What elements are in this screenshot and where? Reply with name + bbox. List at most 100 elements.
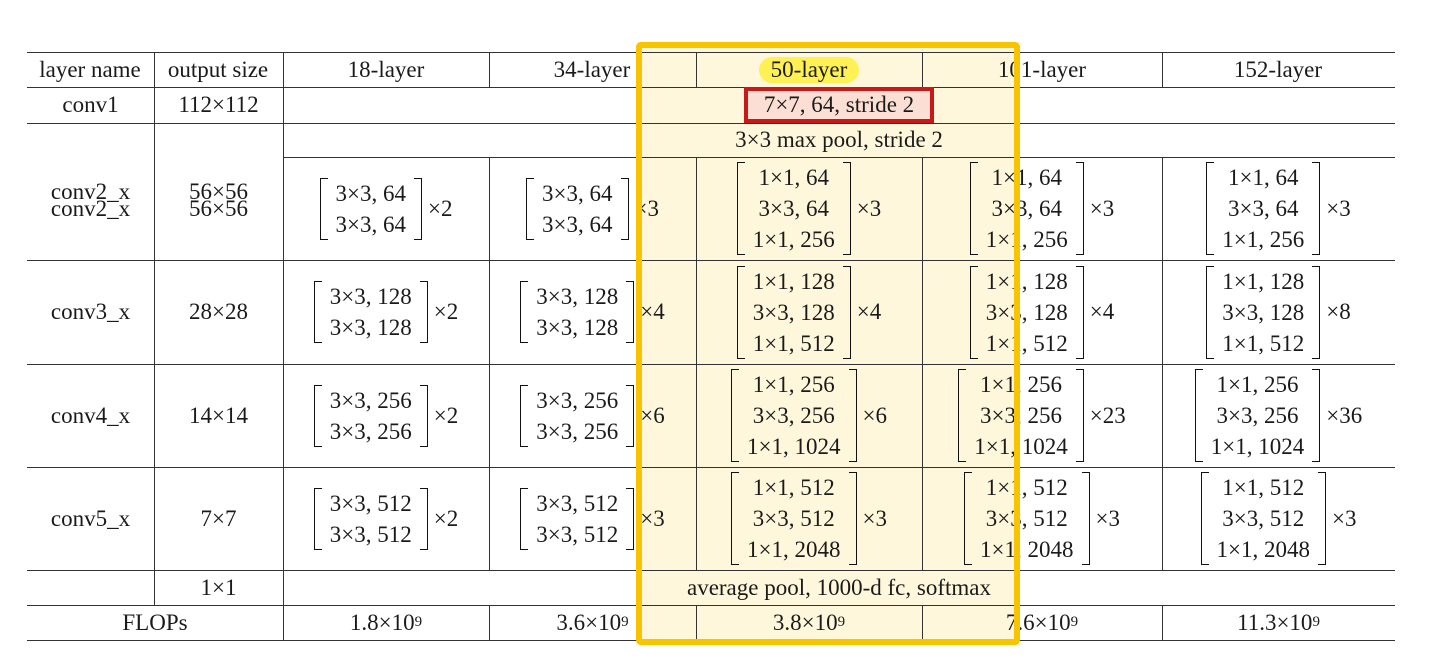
left-bracket: [969, 265, 978, 359]
block-repeat: ×3: [856, 195, 882, 221]
matrix-lines: 3×3, 64 3×3, 64: [328, 178, 414, 240]
bracket-matrix: 3×3, 64 3×3, 64 ×2: [319, 177, 452, 240]
right-bracket: [419, 384, 428, 447]
bracket-matrix: 3×3, 128 3×3, 128 ×2: [313, 281, 459, 343]
table-rule: [27, 123, 283, 124]
left-bracket: [1194, 369, 1203, 462]
table-column-rule: [922, 52, 923, 87]
spanning-row-text: 3×3 max pool, stride 2: [283, 123, 1395, 157]
bracket-matrix: 1×1, 256 3×3, 256 1×1, 1024 ×36: [1194, 369, 1363, 462]
column-header: 152-layer: [1168, 52, 1388, 87]
flops-label: FLOPs: [122, 609, 188, 635]
table-column-rule: [283, 52, 284, 640]
matrix-lines: 3×3, 512 3×3, 512: [528, 488, 626, 550]
row-output-size: 28×28: [189, 299, 248, 324]
matrix-line: 3×3, 128: [536, 284, 619, 309]
block-repeat: ×3: [1326, 195, 1351, 221]
block-repeat: ×3: [1332, 505, 1357, 531]
block-spec: 1×1, 64 3×3, 64 1×1, 256 ×3: [696, 157, 922, 260]
block-spec: 1×1, 128 3×3, 128 1×1, 512 ×4: [696, 260, 922, 364]
matrix-line: 1×1, 256: [1216, 372, 1299, 397]
left-bracket: [313, 281, 322, 343]
block-spec: 1×1, 256 3×3, 256 1×1, 1024 ×6: [696, 364, 922, 467]
left-bracket: [313, 384, 322, 447]
block-repeat: ×36: [1326, 402, 1363, 428]
left-bracket: [736, 265, 745, 359]
left-bracket: [958, 369, 967, 462]
matrix-line: 1×1, 128: [985, 268, 1068, 294]
matrix-line: 1×1, 2048: [747, 537, 841, 562]
matrix-line: 3×3, 256: [752, 403, 835, 428]
block-repeat: ×2: [433, 402, 459, 428]
matrix-lines: 1×1, 128 3×3, 128 1×1, 512: [745, 266, 843, 359]
matrix-line: 1×1, 2048: [980, 537, 1074, 562]
matrix-line: 1×1, 64: [991, 165, 1062, 190]
matrix-lines: 3×3, 256 3×3, 256: [528, 385, 626, 447]
bracket-matrix: 1×1, 512 3×3, 512 1×1, 2048 ×3: [964, 472, 1120, 565]
matrix-line: 1×1, 2048: [1216, 537, 1310, 562]
right-bracket: [1312, 162, 1321, 255]
spanning-row-label: average pool, 1000-d fc, softmax: [686, 574, 991, 600]
matrix-line: 3×3, 128: [985, 299, 1068, 325]
right-bracket: [1075, 265, 1084, 359]
bracket-matrix: 1×1, 128 3×3, 128 1×1, 512 ×8: [1206, 265, 1351, 359]
matrix-line: 1×1, 128: [752, 268, 835, 294]
header-highlight-marker: 50-layer: [758, 56, 860, 83]
left-bracket: [731, 472, 740, 565]
conv1-spec: 7×7, 64, stride 2: [283, 87, 1395, 123]
right-bracket: [848, 369, 857, 462]
matrix-line: 3×3, 64: [758, 196, 829, 221]
matrix-line: 3×3, 128: [752, 299, 835, 325]
table-rule: [27, 570, 1395, 571]
column-header: layer name: [0, 52, 200, 87]
right-bracket: [1081, 472, 1090, 565]
bracket-matrix: 1×1, 128 3×3, 128 1×1, 512 ×4: [736, 265, 881, 359]
matrix-line: 3×3, 128: [1222, 299, 1305, 325]
table-rule: [27, 467, 1395, 468]
matrix-lines: 3×3, 256 3×3, 256: [322, 385, 420, 447]
row-name: conv2_x: [50, 178, 131, 204]
left-bracket: [526, 177, 535, 240]
matrix-line: 3×3, 64: [991, 196, 1062, 221]
column-header-label: 18-layer: [347, 56, 425, 82]
matrix-line: 1×1, 512: [985, 475, 1068, 500]
block-repeat: ×8: [1326, 299, 1351, 324]
matrix-line: 1×1, 512: [985, 330, 1068, 356]
block-repeat: ×2: [433, 299, 459, 324]
flops-exponent: 9: [621, 614, 629, 630]
matrix-line: 3×3, 256: [329, 418, 412, 444]
row-name: conv3_x: [50, 299, 131, 324]
flops-exponent: 9: [1312, 614, 1320, 630]
highlighted-column-background: [636, 42, 1020, 645]
bracket-matrix: 1×1, 256 3×3, 256 1×1, 1024 ×6: [731, 369, 887, 462]
flops-exponent: 9: [414, 614, 423, 630]
block-spec: 3×3, 256 3×3, 256 ×6: [489, 364, 696, 467]
matrix-line: 3×3, 512: [329, 490, 412, 516]
column-header-label: 34-layer: [553, 56, 631, 82]
highlight-frame-50-layer: [636, 42, 1020, 645]
right-bracket: [842, 265, 851, 359]
matrix-line: 3×3, 512: [1222, 506, 1305, 531]
right-bracket: [842, 162, 851, 255]
block-spec: 1×1, 256 3×3, 256 1×1, 1024 ×23: [922, 364, 1162, 467]
matrix-line: 3×3, 64: [542, 180, 613, 206]
bracket-matrix: 3×3, 512 3×3, 512 ×2: [313, 487, 459, 550]
column-header-label: 101-layer: [997, 56, 1087, 82]
matrix-line: 3×3, 256: [536, 418, 619, 444]
right-bracket: [1075, 162, 1084, 255]
matrix-line: 1×1, 512: [1222, 475, 1305, 500]
table-column-rule: [154, 570, 155, 605]
flops-mantissa: 3.6×10: [556, 609, 622, 635]
left-bracket: [731, 369, 740, 462]
matrix-lines: 1×1, 64 3×3, 64 1×1, 256: [1214, 162, 1312, 255]
table-column-rule: [922, 605, 923, 640]
matrix-line: 3×3, 512: [329, 521, 412, 547]
matrix-line: 1×1, 1024: [1210, 434, 1305, 459]
bracket-matrix: 1×1, 64 3×3, 64 1×1, 256 ×3: [736, 162, 882, 255]
matrix-lines: 1×1, 512 3×3, 512 1×1, 2048: [972, 472, 1081, 565]
block-spec: 3×3, 128 3×3, 128 ×4: [489, 260, 696, 364]
block-repeat: ×2: [433, 505, 459, 531]
block-spec: 3×3, 512 3×3, 512 ×3: [489, 467, 696, 570]
table-column-rule: [696, 605, 697, 640]
